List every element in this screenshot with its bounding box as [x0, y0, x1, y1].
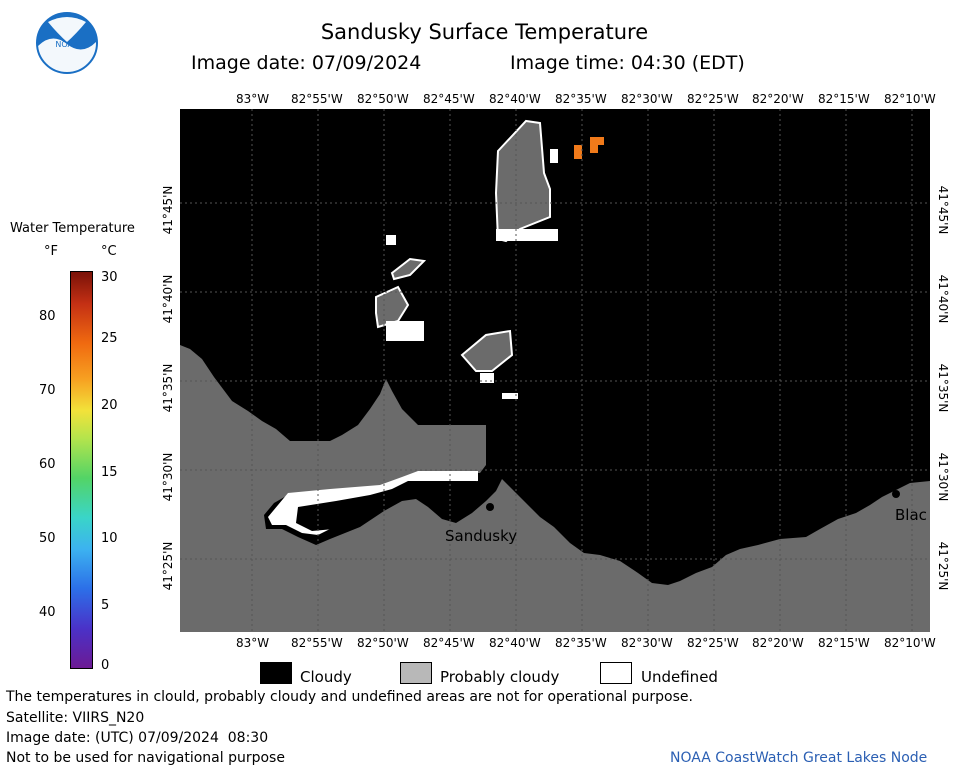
- undefined-patch: [550, 149, 558, 163]
- map-panel: Sandusky Blac: [180, 109, 930, 632]
- lon-label: 82°10'W: [884, 92, 936, 106]
- lon-label: 82°50'W: [357, 92, 409, 106]
- lon-label: 82°25'W: [687, 92, 739, 106]
- lon-label: 82°40'W: [489, 92, 541, 106]
- f-tick-label: 40: [39, 605, 56, 620]
- undefined-patch: [502, 393, 518, 399]
- lon-label: 82°10'W: [884, 636, 936, 650]
- island-kelleys: [494, 119, 551, 243]
- image-time: Image time: 04:30 (EDT): [510, 52, 745, 74]
- svg-text:NOAA: NOAA: [55, 40, 79, 49]
- lat-label: 41°30'N: [161, 452, 175, 502]
- warm-water-pixel: [590, 137, 604, 145]
- noaa-logo: NOAA: [36, 12, 98, 74]
- lon-label: 82°15'W: [818, 92, 870, 106]
- utc-date-text: Image date: (UTC) 07/09/2024 08:30: [6, 730, 269, 746]
- colorbar-title: Water Temperature: [10, 221, 135, 236]
- c-tick-label: 20: [101, 398, 118, 413]
- cloudy-patch: [296, 481, 476, 531]
- f-tick-label: 80: [39, 309, 56, 324]
- c-tick-label: 5: [101, 598, 110, 613]
- lon-label: 82°45'W: [423, 92, 475, 106]
- page-title: Sandusky Surface Temperature: [320, 20, 649, 44]
- land-area: [180, 345, 930, 632]
- c-tick-label: 10: [101, 531, 118, 546]
- lat-label: 41°45'N: [936, 185, 950, 235]
- lat-label: 41°25'N: [161, 541, 175, 591]
- island-south-bass: [460, 329, 514, 372]
- colorbar-scale: [70, 271, 93, 669]
- lon-label: 82°15'W: [818, 636, 870, 650]
- undefined-patch: [386, 235, 396, 245]
- lon-label: 82°25'W: [687, 636, 739, 650]
- credit-text: NOAA CoastWatch Great Lakes Node: [670, 750, 928, 766]
- image-date: Image date: 07/09/2024: [191, 52, 422, 74]
- lon-label: 82°20'W: [752, 92, 804, 106]
- lon-label: 82°30'W: [621, 92, 673, 106]
- sandusky-marker: [486, 503, 494, 511]
- place-label-blac: Blac: [895, 506, 927, 524]
- lon-label: 83°W: [236, 636, 270, 650]
- blac-marker: [892, 490, 900, 498]
- undefined-patch: [480, 373, 494, 383]
- legend-swatch-probably-cloudy: [400, 662, 432, 684]
- place-label-sandusky: Sandusky: [445, 527, 517, 545]
- disclaimer-text: The temperatures in clould, probably clo…: [6, 689, 693, 705]
- lon-label: 82°50'W: [357, 636, 409, 650]
- legend-label-cloudy: Cloudy: [300, 668, 352, 686]
- lon-label: 82°40'W: [489, 636, 541, 650]
- f-tick-label: 50: [39, 531, 56, 546]
- colorbar-unit-c: °C: [101, 244, 117, 259]
- lon-label: 82°45'W: [423, 636, 475, 650]
- colorbar-unit-f: °F: [44, 244, 58, 259]
- c-tick-label: 0: [101, 658, 110, 673]
- undefined-patch: [496, 229, 558, 241]
- graticule: [180, 109, 930, 632]
- satellite-text: Satellite: VIIRS_N20: [6, 710, 145, 726]
- c-tick-label: 25: [101, 331, 118, 346]
- lat-label: 41°30'N: [936, 452, 950, 502]
- lat-label: 41°25'N: [936, 541, 950, 591]
- lon-label: 82°35'W: [555, 92, 607, 106]
- legend-label-probably-cloudy: Probably cloudy: [440, 668, 560, 686]
- c-tick-label: 30: [101, 270, 118, 285]
- lon-label: 83°W: [236, 92, 270, 106]
- lat-label: 41°35'N: [936, 363, 950, 413]
- lat-label: 41°40'N: [936, 274, 950, 324]
- lon-label: 82°35'W: [555, 636, 607, 650]
- lat-label: 41°40'N: [161, 274, 175, 324]
- legend-swatch-cloudy: [260, 662, 292, 684]
- lat-label: 41°45'N: [161, 185, 175, 235]
- f-tick-label: 60: [39, 457, 56, 472]
- f-tick-label: 70: [39, 383, 56, 398]
- warm-water-pixel: [574, 145, 582, 159]
- undefined-patch: [386, 321, 424, 341]
- lon-label: 82°20'W: [752, 636, 804, 650]
- lon-label: 82°55'W: [291, 92, 343, 106]
- nav-warning-text: Not to be used for navigational purpose: [6, 750, 285, 766]
- lon-label: 82°30'W: [621, 636, 673, 650]
- lat-label: 41°35'N: [161, 363, 175, 413]
- c-tick-label: 15: [101, 465, 118, 480]
- warm-water-pixel: [590, 145, 598, 153]
- lon-label: 82°55'W: [291, 636, 343, 650]
- legend-swatch-undefined: [600, 662, 632, 684]
- island-small-north: [390, 257, 427, 281]
- legend-label-undefined: Undefined: [641, 668, 718, 686]
